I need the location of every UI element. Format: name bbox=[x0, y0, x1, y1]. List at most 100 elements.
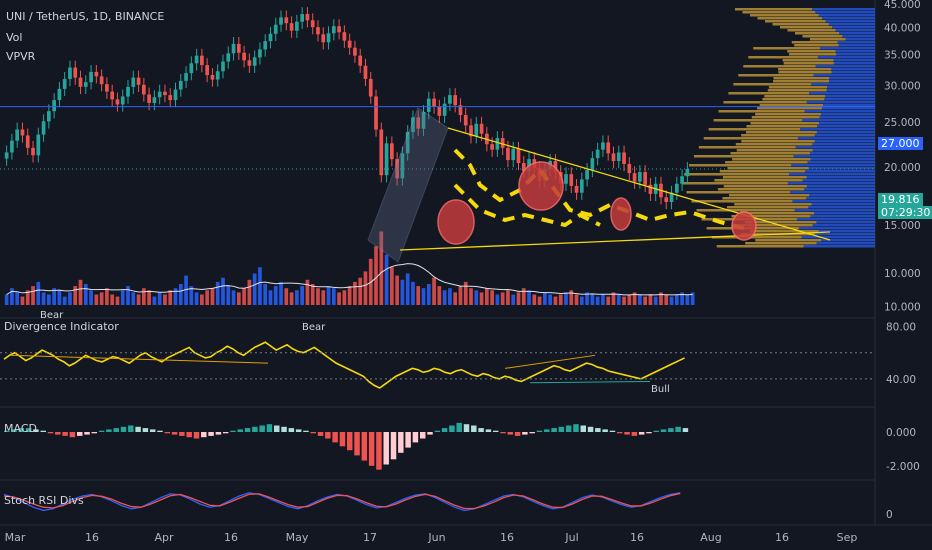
vpvr-bin bbox=[748, 56, 818, 59]
candle-body bbox=[105, 84, 109, 92]
macd-bar bbox=[682, 428, 689, 432]
macd-bar bbox=[47, 432, 54, 434]
vpvr-bin bbox=[711, 236, 802, 239]
volume-bar bbox=[426, 284, 431, 305]
macd-bar bbox=[514, 432, 521, 436]
macd-bar bbox=[259, 425, 265, 432]
x-tick-label: 16 bbox=[500, 531, 514, 544]
vpvr-bin bbox=[759, 104, 824, 107]
volume-bar bbox=[690, 292, 695, 305]
candle-body bbox=[300, 14, 304, 22]
volume-bar bbox=[268, 290, 273, 305]
volume-bar bbox=[521, 288, 526, 305]
macd-bar bbox=[244, 428, 251, 432]
volume-bar bbox=[36, 281, 41, 305]
volume-bar bbox=[295, 290, 299, 305]
volume-bar bbox=[601, 294, 605, 305]
vpvr-bin bbox=[814, 140, 875, 143]
volume-ma-line bbox=[6, 263, 693, 296]
volume-bar bbox=[437, 286, 442, 305]
macd-bar bbox=[463, 424, 470, 432]
macd-bar bbox=[62, 432, 68, 436]
vpvr-bin bbox=[831, 68, 875, 71]
macd-bar bbox=[522, 432, 528, 435]
volume-bar bbox=[616, 294, 621, 305]
price-tick-label: 35.000 bbox=[884, 50, 921, 62]
macd-tick-label: 0.000 bbox=[886, 427, 916, 439]
vpvr-bin bbox=[714, 179, 803, 182]
vpvr-bin bbox=[731, 215, 811, 218]
vpvr-bin bbox=[808, 206, 875, 209]
macd-bar bbox=[434, 430, 441, 432]
volume-bar bbox=[379, 231, 384, 305]
candle-body bbox=[590, 158, 595, 171]
volume-bar bbox=[442, 290, 447, 305]
candle-body bbox=[627, 164, 632, 174]
vpvr-bin bbox=[691, 200, 793, 203]
vpvr-bin bbox=[810, 215, 875, 218]
macd-bar bbox=[573, 424, 579, 432]
vpvr-bin bbox=[722, 176, 807, 179]
macd-bar bbox=[653, 430, 659, 432]
volume-bar bbox=[73, 286, 78, 305]
vpvr-bin bbox=[795, 146, 875, 149]
macd-bar bbox=[368, 432, 375, 466]
vpvr-bin bbox=[811, 83, 875, 86]
vpvr-bin bbox=[813, 74, 875, 77]
candle-body bbox=[622, 152, 626, 165]
candle-body bbox=[221, 61, 225, 72]
candle-body bbox=[490, 144, 494, 150]
volume-bar bbox=[189, 286, 194, 305]
candle-body bbox=[616, 152, 621, 162]
divergence-tick-label: 40.00 bbox=[886, 374, 916, 386]
x-tick-label: Aug bbox=[700, 531, 721, 544]
volume-bar bbox=[83, 284, 88, 305]
volume-bar bbox=[52, 288, 56, 305]
volume-bar bbox=[105, 288, 109, 305]
vpvr-bin bbox=[750, 230, 819, 233]
candle-body bbox=[284, 17, 289, 24]
volume-bar bbox=[400, 279, 405, 305]
macd-bar bbox=[398, 432, 404, 453]
x-tick-label: May bbox=[286, 531, 309, 544]
vpvr-bin bbox=[698, 146, 796, 149]
vpvr-bin bbox=[816, 221, 875, 224]
vpvr-bin bbox=[762, 98, 825, 101]
vpvr-bin bbox=[703, 137, 798, 140]
candle-body bbox=[94, 71, 99, 77]
volume-bar bbox=[168, 290, 173, 305]
macd-bar bbox=[390, 432, 397, 460]
volume-bar bbox=[416, 286, 421, 305]
volume-bar bbox=[321, 290, 326, 305]
vpvr-bin bbox=[767, 89, 827, 92]
macd-bar bbox=[186, 432, 192, 438]
macd-bar bbox=[646, 432, 652, 434]
candle-body bbox=[463, 115, 468, 126]
volume-bar bbox=[590, 294, 595, 305]
candle-body bbox=[579, 179, 584, 193]
volume-bar bbox=[242, 288, 246, 305]
candle-body bbox=[448, 95, 452, 104]
vpvr-bin bbox=[743, 65, 816, 68]
vpvr-bin bbox=[736, 149, 813, 152]
vpvr-bin bbox=[719, 170, 806, 173]
volume-bar bbox=[231, 290, 236, 305]
vpvr-bin bbox=[816, 242, 875, 245]
volume-bar bbox=[310, 284, 315, 305]
candle-body bbox=[136, 77, 141, 85]
candle-body bbox=[305, 14, 310, 21]
volume-bar bbox=[273, 286, 278, 305]
volume-bar bbox=[358, 277, 363, 305]
volume-bar bbox=[390, 267, 394, 305]
x-tick-label: Jun bbox=[427, 531, 445, 544]
vpvr-bin bbox=[735, 8, 812, 11]
macd-bar bbox=[222, 432, 229, 434]
macd-bar bbox=[201, 432, 207, 438]
volume-bar bbox=[579, 296, 584, 305]
volume-bar bbox=[342, 290, 347, 305]
volume-bar bbox=[10, 288, 14, 305]
candle-body bbox=[337, 26, 341, 33]
macd-bar bbox=[288, 428, 295, 432]
candle-body bbox=[247, 60, 252, 66]
